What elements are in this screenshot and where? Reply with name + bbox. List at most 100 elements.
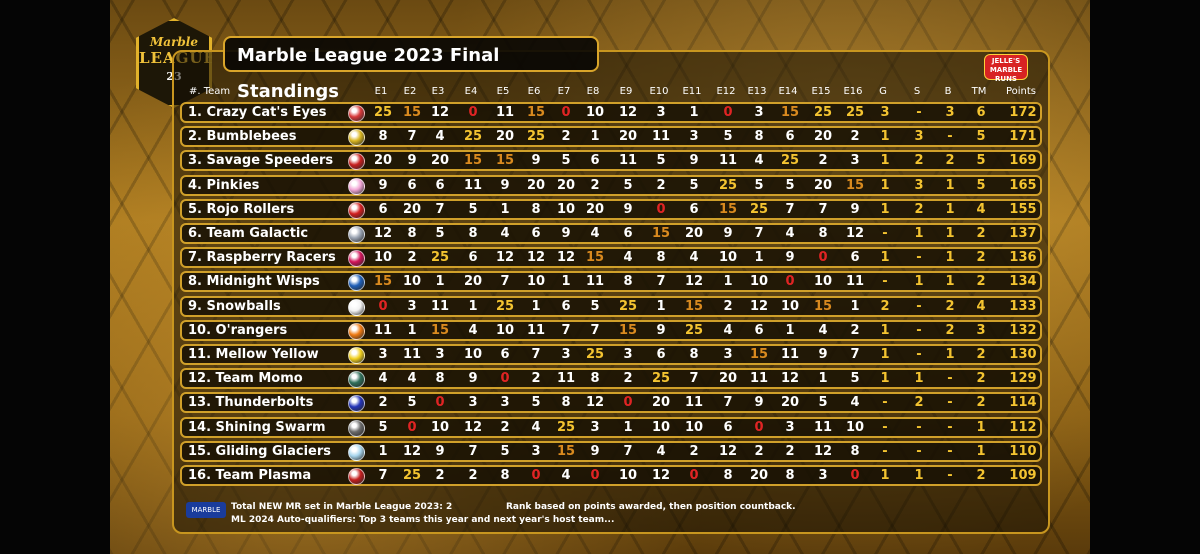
marble-icon bbox=[348, 347, 365, 364]
team-name: 2. Bumblebees bbox=[188, 129, 297, 145]
score-cell: 6 bbox=[623, 226, 633, 241]
score-cell: 1 bbox=[531, 298, 541, 314]
score-cell: 20 bbox=[526, 177, 546, 193]
score-cell: 12 bbox=[526, 250, 546, 266]
score-cell: 5 bbox=[468, 201, 478, 217]
score-cell: 7 bbox=[723, 395, 733, 411]
score-cell: 9 bbox=[754, 395, 764, 411]
score-cell: 20 bbox=[585, 201, 605, 217]
score-cell: 11 bbox=[780, 347, 800, 362]
score-cell: 5 bbox=[818, 395, 828, 411]
column-header: #. Team bbox=[189, 86, 231, 97]
score-cell: - bbox=[916, 443, 922, 459]
score-cell: 10 bbox=[780, 298, 800, 314]
score-cell: 4 bbox=[656, 443, 666, 459]
marble-icon bbox=[348, 177, 365, 195]
score-cell: 5 bbox=[500, 443, 510, 459]
table-row: 2. Bumblebees 8 7 4 25 20 25 2 1 20 11 3 5 8 6 20 2 1 3 - 5 1… bbox=[180, 126, 1042, 148]
points-cell: 130 bbox=[1009, 347, 1037, 362]
score-cell: 4 bbox=[500, 226, 510, 241]
score-cell: 7 bbox=[656, 274, 666, 290]
table-row: 1. Crazy Cat's Eyes 25 15 12 0 11 15 0 10 12 3 1 0 3 1… bbox=[180, 102, 1042, 123]
score-cell: 0 bbox=[500, 371, 510, 387]
score-cell: 6 bbox=[723, 419, 733, 435]
score-cell: 2 bbox=[531, 371, 541, 387]
score-cell: 6 bbox=[976, 105, 986, 120]
score-cell: 4 bbox=[976, 298, 986, 314]
score-cell: 2 bbox=[723, 298, 733, 314]
score-cell: - bbox=[947, 419, 953, 435]
column-header: Points bbox=[1005, 86, 1037, 97]
marble-icon bbox=[348, 468, 365, 485]
score-cell: 2 bbox=[850, 129, 860, 145]
column-header: E13 bbox=[747, 86, 767, 97]
column-header: E5 bbox=[496, 86, 510, 97]
score-cell: 7 bbox=[785, 201, 795, 217]
brand-line2: MARBLE bbox=[989, 66, 1023, 74]
score-cell: 1 bbox=[407, 322, 417, 338]
marble-icon bbox=[348, 419, 365, 437]
score-cell: 12 bbox=[651, 468, 671, 483]
brand-line3: RUNS bbox=[995, 75, 1017, 83]
score-cell: 15 bbox=[585, 250, 605, 266]
score-cell: 20 bbox=[684, 226, 704, 241]
points-cell: 133 bbox=[1009, 298, 1037, 314]
score-cell: 4 bbox=[689, 250, 699, 266]
score-cell: 5 bbox=[723, 129, 733, 145]
score-cell: 12 bbox=[845, 226, 865, 241]
score-cell: 12 bbox=[780, 371, 800, 387]
score-cell: 2 bbox=[850, 322, 860, 338]
marble-icon bbox=[348, 153, 365, 171]
score-cell: 1 bbox=[945, 250, 955, 266]
score-cell: 8 bbox=[623, 274, 633, 290]
score-cell: 9 bbox=[818, 347, 828, 362]
score-cell: 5 bbox=[435, 226, 445, 241]
score-cell: 7 bbox=[468, 443, 478, 459]
score-cell: 15 bbox=[651, 226, 671, 241]
score-cell: 1 bbox=[880, 250, 890, 266]
score-cell: 15 bbox=[845, 177, 865, 193]
marble-icon bbox=[348, 201, 365, 219]
score-cell: 15 bbox=[718, 201, 738, 217]
score-cell: 2 bbox=[945, 153, 955, 169]
points-cell: 132 bbox=[1009, 322, 1037, 338]
score-cell: 1 bbox=[590, 129, 600, 145]
marble-icon bbox=[348, 298, 365, 316]
table-row: 15. Gliding Glaciers 1 12 9 7 5 3 15 9 7 4 2 12 2 2 12 8… bbox=[180, 440, 1042, 462]
score-cell: 6 bbox=[689, 201, 699, 217]
score-cell: 7 bbox=[754, 226, 764, 241]
score-cell: 25 bbox=[463, 129, 483, 145]
score-cell: 0 bbox=[378, 298, 388, 314]
score-cell: 20 bbox=[813, 129, 833, 145]
team-name: 9. Snowballs bbox=[188, 298, 281, 314]
score-cell: 1 bbox=[689, 105, 699, 120]
score-cell: 11 bbox=[526, 322, 546, 338]
score-cell: 2 bbox=[435, 468, 445, 483]
score-cell: 6 bbox=[435, 177, 445, 193]
score-cell: 25 bbox=[373, 105, 393, 120]
table-row: 8. Midnight Wisps 15 10 1 20 7 10 1 11 8 7 12 1 10 0 10… bbox=[180, 271, 1042, 293]
score-cell: 3 bbox=[378, 347, 388, 362]
score-cell: 2 bbox=[976, 347, 986, 362]
footer-mr-count: Total NEW MR set in Marble League 2023: … bbox=[231, 502, 453, 512]
score-cell: - bbox=[916, 250, 922, 266]
score-cell: - bbox=[882, 274, 888, 290]
score-cell: 20 bbox=[463, 274, 483, 290]
score-cell: 9 bbox=[850, 201, 860, 217]
score-cell: 20 bbox=[373, 153, 393, 169]
score-cell: 4 bbox=[561, 468, 571, 483]
score-cell: 20 bbox=[718, 371, 738, 387]
score-cell: 8 bbox=[590, 371, 600, 387]
score-cell: 2 bbox=[623, 371, 633, 387]
table-row: 10. O'rangers 11 1 15 4 10 11 7 7 15 9 25 4 6 1 4 2 1-2 3 1… bbox=[180, 319, 1042, 341]
score-cell: 25 bbox=[556, 419, 576, 435]
points-cell: 169 bbox=[1009, 153, 1037, 169]
score-cell: 2 bbox=[590, 177, 600, 193]
score-cell: 2 bbox=[914, 153, 924, 169]
score-cell: 8 bbox=[435, 371, 445, 387]
score-cell: 20 bbox=[813, 177, 833, 193]
score-cell: 2 bbox=[468, 468, 478, 483]
score-cell: 3 bbox=[723, 347, 733, 362]
column-header: S bbox=[913, 86, 921, 97]
score-cell: 9 bbox=[407, 153, 417, 169]
